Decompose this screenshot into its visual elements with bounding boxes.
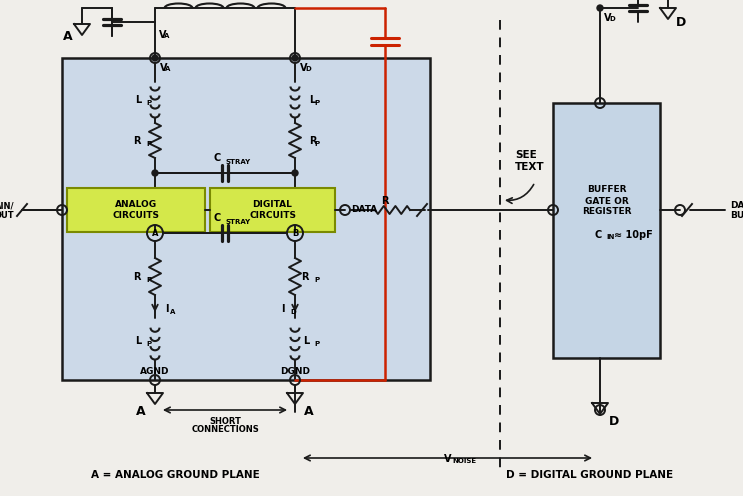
Text: ≈ 10pF: ≈ 10pF — [614, 230, 653, 240]
Text: BUS: BUS — [730, 210, 743, 220]
Text: A: A — [170, 309, 175, 315]
Text: P: P — [146, 100, 151, 106]
Text: R: R — [309, 135, 317, 145]
Text: SEE: SEE — [515, 150, 536, 160]
Text: STRAY: STRAY — [225, 219, 250, 225]
Text: SHORT: SHORT — [209, 417, 241, 426]
Text: P: P — [314, 140, 319, 146]
Text: DATA: DATA — [351, 204, 377, 213]
Text: V: V — [444, 454, 451, 464]
Text: P: P — [314, 342, 319, 348]
Text: D = DIGITAL GROUND PLANE: D = DIGITAL GROUND PLANE — [507, 470, 674, 480]
Bar — [553, 103, 660, 358]
Text: D: D — [305, 66, 311, 72]
Text: REGISTER: REGISTER — [582, 207, 632, 216]
Text: L: L — [134, 95, 141, 105]
Text: A: A — [136, 405, 146, 418]
Text: AGND: AGND — [140, 368, 169, 376]
Text: BUFFER: BUFFER — [587, 186, 626, 194]
Text: DATA: DATA — [730, 200, 743, 209]
Text: R: R — [134, 135, 141, 145]
Text: P: P — [146, 140, 151, 146]
Text: D: D — [676, 16, 686, 29]
Text: A = ANALOG GROUND PLANE: A = ANALOG GROUND PLANE — [91, 470, 259, 480]
Circle shape — [152, 55, 158, 61]
Text: P: P — [314, 100, 319, 106]
Text: A: A — [164, 33, 169, 39]
Text: V: V — [159, 30, 166, 40]
Text: D: D — [290, 309, 296, 315]
Text: I: I — [282, 304, 285, 314]
Text: D: D — [609, 16, 614, 22]
Circle shape — [292, 55, 298, 61]
Text: IN: IN — [606, 234, 615, 240]
Text: D: D — [609, 415, 619, 428]
Text: R: R — [302, 271, 309, 282]
Text: L: L — [309, 95, 315, 105]
Text: R: R — [134, 271, 141, 282]
Text: STRAY: STRAY — [225, 159, 250, 165]
Bar — [67, 188, 205, 232]
Text: A: A — [165, 66, 170, 72]
Text: P: P — [146, 276, 151, 283]
Text: V: V — [160, 63, 167, 73]
Text: V: V — [604, 13, 611, 23]
Text: GATE OR: GATE OR — [585, 196, 629, 205]
Text: ANALOG
CIRCUITS: ANALOG CIRCUITS — [112, 200, 160, 220]
Bar — [62, 58, 430, 380]
Text: DGND: DGND — [280, 368, 310, 376]
Text: CONNECTIONS: CONNECTIONS — [191, 425, 259, 434]
Text: AIN/: AIN/ — [0, 201, 14, 210]
Text: A: A — [304, 405, 314, 418]
Circle shape — [152, 170, 158, 176]
Text: L: L — [302, 336, 309, 347]
Text: R: R — [381, 196, 389, 206]
Circle shape — [597, 5, 603, 11]
Text: C: C — [594, 230, 602, 240]
Text: TEXT: TEXT — [515, 162, 545, 172]
Text: DIGITAL
CIRCUITS: DIGITAL CIRCUITS — [249, 200, 296, 220]
Text: C: C — [214, 213, 221, 223]
Text: I: I — [165, 304, 169, 314]
Text: C: C — [214, 153, 221, 163]
Text: P: P — [146, 342, 151, 348]
Text: P: P — [314, 276, 319, 283]
Text: L: L — [134, 336, 141, 347]
Text: V: V — [300, 63, 308, 73]
Bar — [210, 188, 335, 232]
Circle shape — [292, 170, 298, 176]
Text: A: A — [152, 229, 158, 238]
Text: NOISE: NOISE — [452, 458, 476, 464]
Text: A: A — [63, 30, 73, 43]
Text: B: B — [292, 229, 298, 238]
Text: OUT: OUT — [0, 211, 14, 221]
